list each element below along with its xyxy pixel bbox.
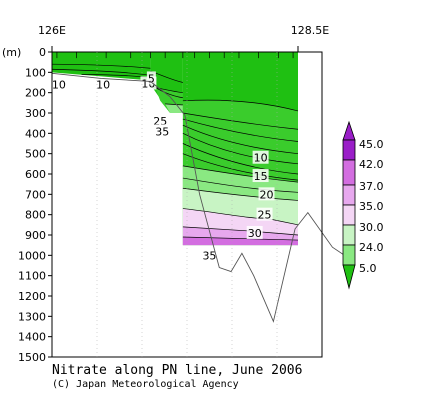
contour-label: 30 [248,227,262,240]
y-axis-tick-label: 0 [39,46,46,59]
contour-line [182,177,299,193]
y-axis-tick-label: 1400 [18,331,46,344]
colorbar-label: 5.0 [359,262,377,275]
contour-label-bg [95,77,112,91]
y-axis-unit-label: (m) [2,46,21,59]
colorbar-label: 35.0 [359,200,384,213]
contour-line [182,236,299,241]
colorbar-segment [342,184,356,206]
contour-label: 10 [52,79,66,92]
chart-title: Nitrate along PN line, June 2006 [52,363,302,378]
contour-label-bg [252,150,269,164]
y-axis-tick-label: 400 [25,127,46,140]
contour-line [182,124,299,155]
colorbar-bottom-arrow [342,264,356,290]
contour-label-bg [246,225,263,239]
contour-line [182,153,299,181]
contour-line [182,112,299,130]
x-axis-left-label: 126E [38,24,66,37]
contour-label-bg [258,187,275,201]
contour-label: 5 [148,72,155,85]
colorbar-group: 45.0 42.0 37.0 35.0 30.0 24.0 5.0 [342,120,384,290]
y-axis-tick-label: 300 [25,107,46,120]
contour-label: 20 [260,188,274,201]
contour-label: 10 [96,79,110,92]
y-axis-tick-label: 600 [25,168,46,181]
y-axis-tick-label: 500 [25,148,46,161]
contour-label: 35 [155,125,169,138]
contour-line [182,133,299,165]
contour-label-bg [146,71,156,85]
colorbar-label: 42.0 [359,158,384,171]
contour-label-bg [152,114,169,128]
colorbar-label: 37.0 [359,180,384,193]
colorbar-segment [342,139,356,161]
contour-label-bg [252,169,269,183]
contour-label: 25 [258,209,272,222]
contour-line [51,63,151,69]
y-axis-tick-label: 1100 [18,270,46,283]
colorbar-segment [342,244,356,266]
y-axis-tick-label: 200 [25,87,46,100]
colorbar-segment [342,224,356,246]
y-axis-tick-label: 1500 [18,351,46,364]
bottom-profile-line [51,72,353,323]
y-axis-tick-label: 800 [25,209,46,222]
colorbar-label: 45.0 [359,138,384,151]
y-axis-tick-label: 1000 [18,249,46,262]
contour-line [182,143,299,175]
axes-group: 0 100 200 300 400 500 600 700 800 900 1000 1100 1200… [18,46,299,364]
contour-label: 10 [254,152,268,165]
contour-label-bg [154,124,171,138]
y-axis-tick-label: 100 [25,66,46,79]
contour-label: 15 [254,170,268,183]
shelf-fill [52,52,151,81]
contour-label-bg [201,248,218,262]
y-axis-tick-label: 1200 [18,290,46,303]
bottom-profile-group [51,72,353,323]
trough-fill-5 [182,52,298,111]
x-axis-right-label: 128.5E [291,24,329,37]
contour-line [51,68,151,76]
chart-credit: (C) Japan Meteorological Agency [52,379,239,390]
y-axis-tick-label: 700 [25,188,46,201]
contour-label: 35 [202,249,216,262]
colorbar-top-arrow [342,120,356,141]
plot-fill-group [52,52,298,246]
y-axis-tick-label: 900 [25,229,46,242]
colorbar-segment [342,204,356,226]
contour-line [182,99,299,112]
y-axis-tick-label: 1300 [18,310,46,323]
plot-frame-group [51,51,323,358]
colorbar-label: 24.0 [359,241,384,254]
colorbar-label: 30.0 [359,221,384,234]
contour-line [182,118,299,142]
contour-label-bg [50,77,67,91]
contour-label-bg [256,207,273,221]
contour-line [182,187,299,201]
colorbar-segment [342,159,356,186]
slope-fill-30 [165,103,183,113]
